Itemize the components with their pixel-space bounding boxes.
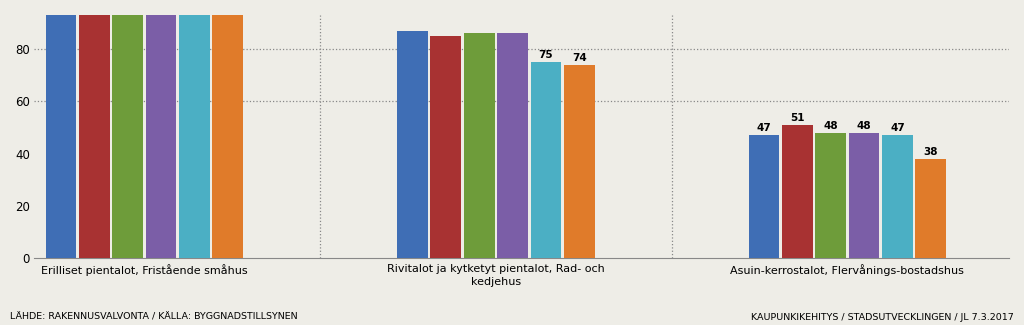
Bar xyxy=(815,133,846,258)
Bar xyxy=(430,36,461,258)
Text: 48: 48 xyxy=(857,121,871,131)
Text: 74: 74 xyxy=(571,53,587,63)
Bar xyxy=(79,15,110,258)
Text: 47: 47 xyxy=(757,124,771,133)
Bar xyxy=(212,15,243,258)
Bar xyxy=(179,15,210,258)
Text: KAUPUNKIKEHITYS / STADSUTVECKLINGEN / JL 7.3.2017: KAUPUNKIKEHITYS / STADSUTVECKLINGEN / JL… xyxy=(751,313,1014,322)
Bar xyxy=(882,136,912,258)
Bar xyxy=(46,15,77,258)
Text: 47: 47 xyxy=(890,124,905,133)
Bar xyxy=(849,133,880,258)
Bar xyxy=(464,33,495,258)
Bar xyxy=(397,31,428,258)
Bar xyxy=(782,125,813,258)
Bar xyxy=(145,15,176,258)
Bar xyxy=(564,65,595,258)
Text: 38: 38 xyxy=(924,147,938,157)
Text: 75: 75 xyxy=(539,50,553,60)
Bar xyxy=(497,33,528,258)
Bar xyxy=(915,159,946,258)
Bar xyxy=(530,62,561,258)
Bar xyxy=(749,136,779,258)
Text: 48: 48 xyxy=(823,121,838,131)
Bar xyxy=(113,15,143,258)
Text: 51: 51 xyxy=(791,113,805,123)
Text: LÄHDE: RAKENNUSVALVONTA / KÄLLA: BYGGNADSTILLSYNEN: LÄHDE: RAKENNUSVALVONTA / KÄLLA: BYGGNAD… xyxy=(10,313,298,322)
